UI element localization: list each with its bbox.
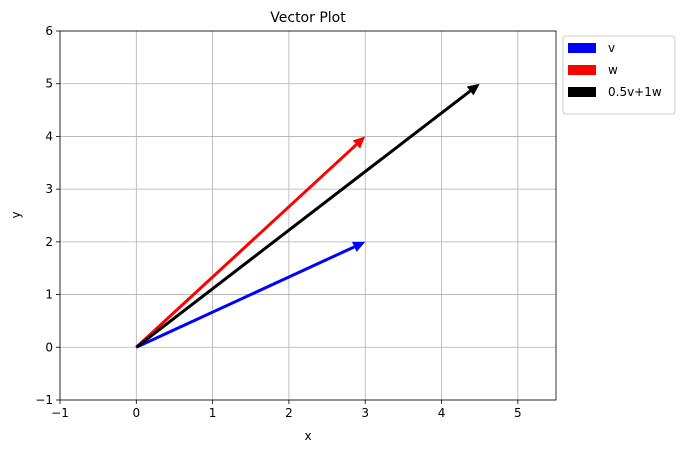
x-tick-label: −1 bbox=[51, 406, 69, 420]
vectors bbox=[135, 83, 480, 349]
x-tick-label: 3 bbox=[361, 406, 369, 420]
y-tick-label: 5 bbox=[45, 77, 53, 91]
vector-0.5v+1w-shaft bbox=[135, 89, 472, 349]
x-axis-label: x bbox=[304, 429, 311, 443]
vector-v-shaft bbox=[135, 245, 355, 349]
legend-swatch bbox=[568, 65, 596, 75]
y-tick-label: −1 bbox=[35, 393, 53, 407]
chart-title: Vector Plot bbox=[270, 10, 346, 26]
vector-w-head bbox=[352, 136, 366, 149]
vector-v-head bbox=[352, 241, 366, 252]
legend-swatch bbox=[568, 87, 596, 97]
axes-frame bbox=[59, 30, 557, 401]
y-tick-label: 0 bbox=[45, 340, 53, 354]
y-tick-label: 3 bbox=[45, 182, 53, 196]
y-axis-label: y bbox=[9, 211, 23, 218]
legend: vw 0.5v+1w bbox=[562, 35, 676, 115]
x-tick-label: 1 bbox=[209, 406, 217, 420]
ticks: −1 0 1 2 3 4 5 −1 0 1 2 3 4 5 6 bbox=[35, 24, 521, 420]
vector-w-shaft bbox=[135, 143, 358, 349]
grid bbox=[59, 30, 556, 401]
y-tick-label: 2 bbox=[45, 235, 53, 249]
legend-label: w bbox=[608, 63, 618, 77]
y-tick-label: 6 bbox=[45, 24, 53, 38]
x-tick-label: 5 bbox=[514, 406, 522, 420]
legend-label: 0.5v+1w bbox=[608, 85, 662, 99]
vector-0.5v+1w-head bbox=[466, 83, 480, 96]
y-tick-label: 1 bbox=[45, 288, 53, 302]
y-tick-label: 4 bbox=[45, 129, 53, 143]
x-tick-label: 4 bbox=[438, 406, 446, 420]
x-tick-label: 0 bbox=[132, 406, 140, 420]
legend-label: v bbox=[608, 41, 615, 55]
x-tick-label: 2 bbox=[285, 406, 293, 420]
legend-swatch bbox=[568, 43, 596, 53]
